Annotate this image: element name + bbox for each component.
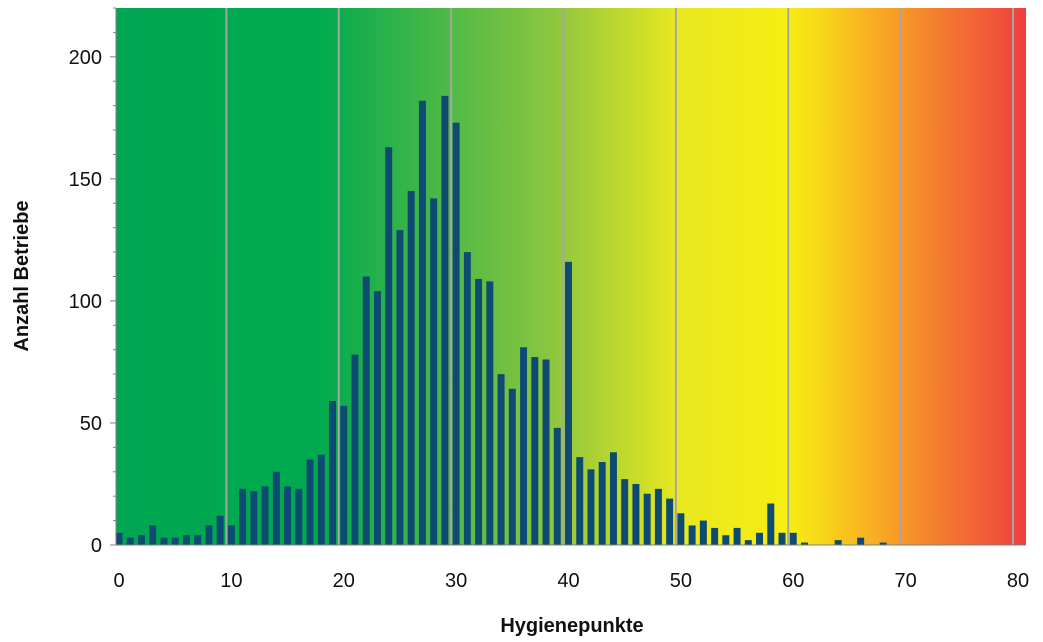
bar-x-29 <box>441 95 449 546</box>
bar-x-52 <box>699 520 707 545</box>
bar-x-4 <box>160 537 168 545</box>
bar-x-64 <box>834 540 842 545</box>
bar-x-50 <box>677 513 685 545</box>
bar-x-34 <box>497 374 505 545</box>
bar-x-43 <box>598 462 606 545</box>
bar-x-57 <box>756 532 764 545</box>
bar-x-42 <box>587 469 595 545</box>
bar-x-56 <box>744 540 752 545</box>
bar-x-6 <box>182 535 190 545</box>
bar-x-28 <box>430 198 438 545</box>
bar-x-16 <box>295 488 303 545</box>
bar-x-24 <box>385 147 393 545</box>
bar-x-37 <box>531 357 539 545</box>
bar-x-61 <box>801 542 808 545</box>
bar-x-26 <box>407 191 415 545</box>
bar-x-32 <box>475 278 483 545</box>
axes <box>110 7 1026 546</box>
x-tick-label-20: 20 <box>333 570 355 592</box>
bar-x-54 <box>722 535 730 545</box>
bar-x-8 <box>205 525 213 545</box>
bar-x-49 <box>666 498 674 545</box>
bar-x-41 <box>576 457 584 545</box>
y-tick-label-0: 0 <box>91 535 102 557</box>
bar-x-15 <box>284 486 292 545</box>
x-tick-label-40: 40 <box>557 570 579 592</box>
x-tick-label-80: 80 <box>1007 570 1029 592</box>
bar-x-7 <box>194 535 202 545</box>
bar-x-39 <box>553 427 561 545</box>
bars <box>115 95 887 546</box>
bar-x-20 <box>340 405 348 545</box>
bar-x-18 <box>317 454 325 545</box>
bar-x-68 <box>879 542 887 545</box>
bar-x-38 <box>542 359 550 545</box>
bar-x-51 <box>688 525 696 545</box>
bar-x-59 <box>778 532 786 545</box>
x-tick-label-70: 70 <box>895 570 917 592</box>
bar-x-11 <box>239 488 247 545</box>
bar-x-13 <box>261 486 269 545</box>
bar-x-30 <box>452 122 460 545</box>
bar-x-35 <box>508 388 516 545</box>
bar-x-46 <box>632 483 640 545</box>
x-tick-label-50: 50 <box>670 570 692 592</box>
bar-x-48 <box>654 488 662 545</box>
bar-x-47 <box>643 493 651 545</box>
bar-x-17 <box>306 459 314 545</box>
bar-x-14 <box>272 471 280 545</box>
bar-x-21 <box>351 354 359 545</box>
bar-x-2 <box>137 535 145 545</box>
bar-x-0 <box>115 532 123 545</box>
y-tick-label-150: 150 <box>69 169 102 191</box>
bar-x-10 <box>227 525 235 545</box>
y-axis-title: Anzahl Betriebe <box>11 200 33 351</box>
bar-x-19 <box>329 400 336 545</box>
bar-x-3 <box>149 525 157 545</box>
x-axis-title: Hygienepunkte <box>500 615 643 637</box>
bar-x-5 <box>171 537 179 545</box>
bar-x-66 <box>857 537 865 545</box>
x-tick-labels: 0 10 20 30 40 50 60 70 80 <box>113 570 1029 592</box>
y-tick-labels: 0 50 100 150 200 <box>69 47 102 557</box>
bar-x-1 <box>126 537 134 545</box>
bar-x-36 <box>520 347 528 545</box>
x-tick-label-30: 30 <box>445 570 467 592</box>
bar-x-27 <box>418 100 426 545</box>
bar-x-12 <box>250 491 258 545</box>
bar-x-23 <box>373 291 381 545</box>
gridlines <box>225 8 1014 545</box>
bar-x-44 <box>609 452 617 545</box>
bar-x-33 <box>486 281 494 545</box>
y-tick-label-50: 50 <box>80 413 102 435</box>
bar-x-22 <box>362 276 370 545</box>
bar-x-45 <box>621 479 629 545</box>
bar-x-58 <box>767 503 775 545</box>
bar-x-9 <box>216 515 224 545</box>
x-tick-label-60: 60 <box>782 570 804 592</box>
x-tick-label-10: 10 <box>220 570 242 592</box>
x-tick-label-0: 0 <box>113 570 124 592</box>
bar-x-25 <box>396 230 404 545</box>
y-tick-label-200: 200 <box>69 47 102 69</box>
bar-x-40 <box>565 261 572 545</box>
y-tick-label-100: 100 <box>69 291 102 313</box>
bar-x-53 <box>711 527 719 545</box>
bar-x-60 <box>789 532 797 545</box>
bar-x-55 <box>733 527 741 545</box>
bar-x-31 <box>463 252 471 545</box>
